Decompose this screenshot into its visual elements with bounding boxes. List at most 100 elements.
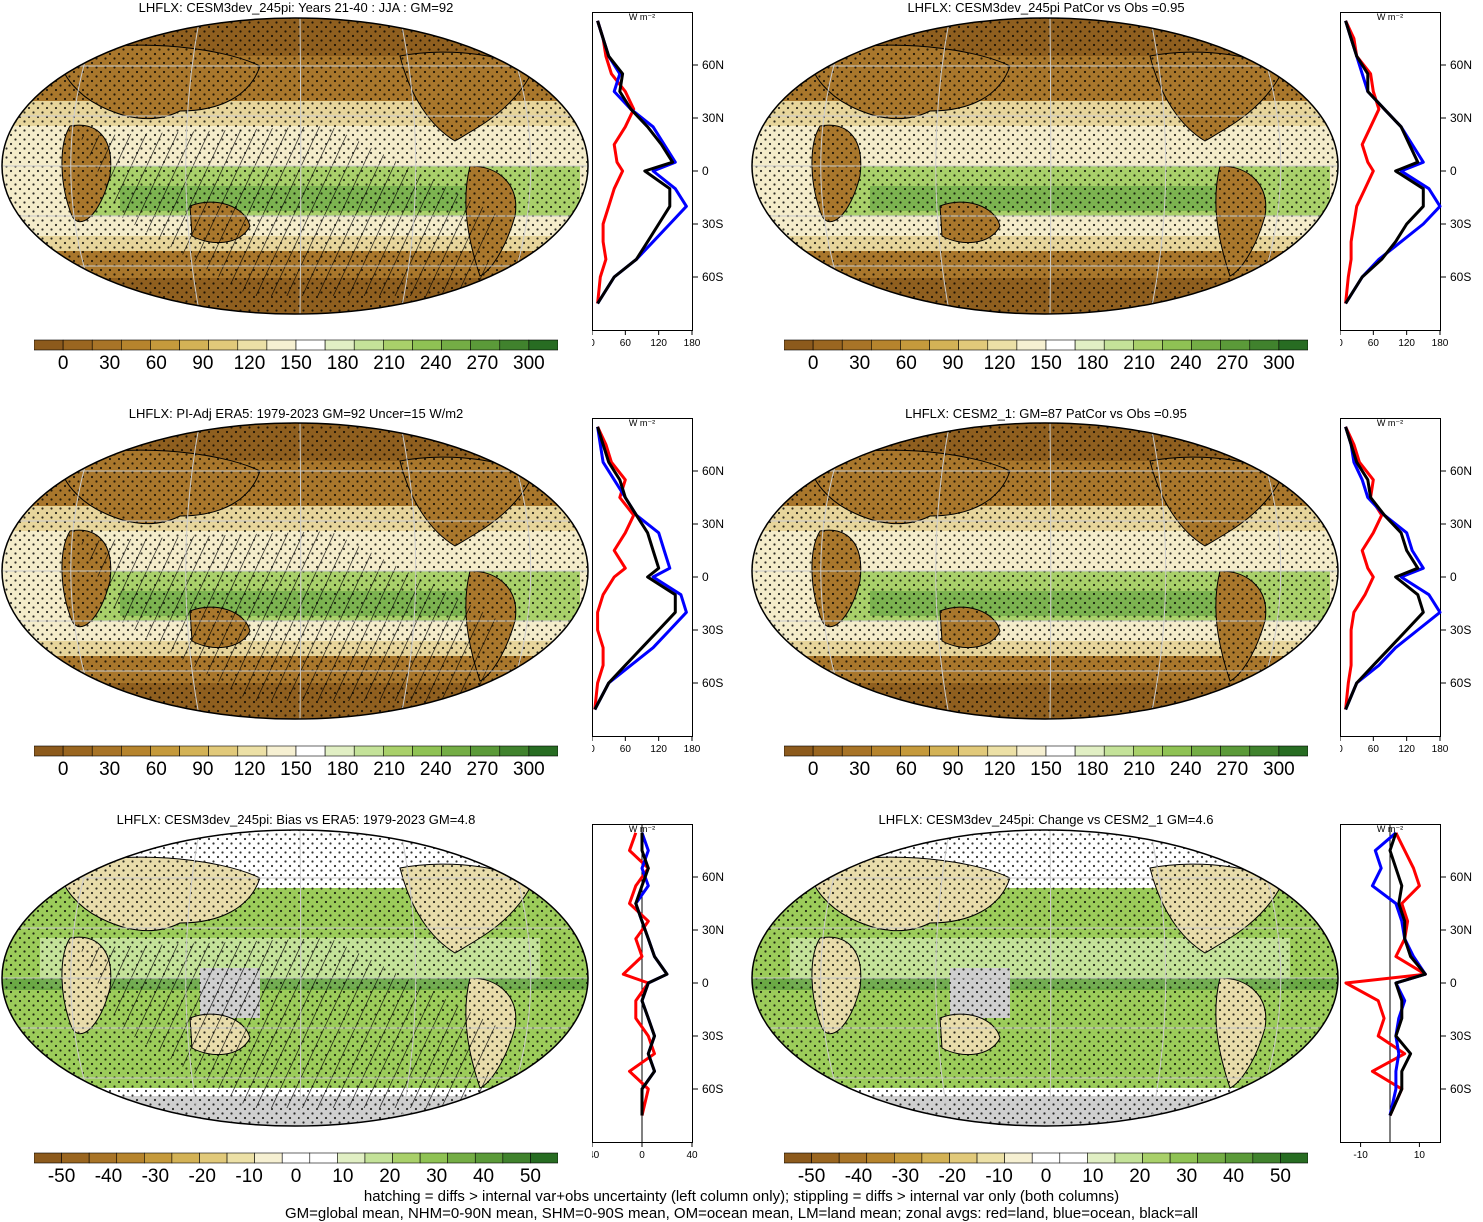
colorbar-swatch [499,339,530,351]
colorbar-tick-label: 180 [1076,353,1109,374]
zonal-x-tick-label: -40 [592,1150,600,1161]
zonal-series-red [1344,832,1427,1117]
colorbar-tick-label: 30 [426,1166,448,1187]
zonal-series-blue [593,426,688,711]
zonal-x-tick-label: 180 [1432,338,1449,349]
zonal-x-tick-label: 10 [1414,1150,1426,1161]
zonal-average-plot: W m⁻² 60N 30N 0 30S 60S 0 60 120 180 [592,418,724,755]
lat-tick-label: 30N [702,517,724,531]
colorbar [784,339,1308,351]
colorbar-tick-label: 0 [807,759,819,780]
colorbar-swatch [1016,745,1047,757]
colorbar-swatch [34,745,64,757]
lat-tick-label: 60S [1450,676,1471,690]
colorbar-swatch [1249,745,1280,757]
colorbar-tick-label: 210 [373,353,405,374]
global-map [1,422,589,720]
colorbar-swatch [226,1152,255,1164]
panel-title: LHFLX: CESM3dev_245pi: Bias vs ERA5: 197… [116,812,476,827]
colorbar-labels: -50 -40 -30 -20 -10 0 10 20 30 40 50 [784,1166,1308,1190]
colorbar-swatch [1133,745,1163,757]
colorbar-tick-label: 150 [280,759,312,780]
colorbar-tick-label: 300 [1263,759,1295,780]
zonal-unit-label: W m⁻² [629,12,655,22]
colorbar-swatch [91,745,122,757]
lat-tick-label: 0 [1450,976,1457,990]
colorbar-swatch [1103,339,1134,351]
lat-tick-label: 0 [702,570,709,584]
zonal-series-red [1344,20,1381,304]
colorbar-swatch [392,1152,421,1164]
lat-tick-label: 30N [702,111,724,125]
colorbar-swatch [1142,1152,1171,1164]
colorbar-labels: 0 30 60 90 120 150 180 210 240 270 300 [34,353,558,377]
colorbar-tick-label: 10 [1082,1166,1104,1187]
colorbar-swatch [1059,1152,1088,1164]
zonal-x-tick-label: 120 [650,744,667,755]
lat-tick-label: 60S [702,1082,723,1096]
zonal-x-tick-label: 180 [684,338,701,349]
lat-tick-label: 60N [1450,58,1472,72]
colorbar-tick-label: 60 [145,759,167,780]
colorbar-swatch [150,339,180,351]
colorbar-swatch [353,339,384,351]
colorbar-swatch [894,1152,923,1164]
colorbar-tick-label: 10 [332,1166,354,1187]
lat-tick-label: 30S [1450,623,1471,637]
zonal-x-tick-label: 0 [1340,338,1343,349]
zonal-x-tick-label: 180 [1432,744,1449,755]
colorbar-tick-label: 30 [849,353,871,374]
zonal-x-tick-label: 0 [592,744,595,755]
panel-title: LHFLX: CESM3dev_245pi: Change vs CESM2_1… [878,812,1214,827]
lat-tick-label: 30N [702,923,724,937]
colorbar-swatch [237,745,268,757]
colorbar-swatch [1074,339,1105,351]
lat-tick-label: 60N [702,58,724,72]
zonal-x-tick-label: 60 [620,338,632,349]
colorbar-swatch [1252,1152,1281,1164]
zonal-x-tick-label: 120 [1398,338,1415,349]
colorbar-swatch [1004,1152,1033,1164]
colorbar-tick-label: -50 [797,1166,826,1187]
colorbar [784,745,1308,757]
colorbar-swatch [1197,1152,1226,1164]
lat-tick-label: 30S [1450,217,1471,231]
zonal-series-red [593,426,636,710]
lat-tick-label: 0 [1450,164,1457,178]
colorbar-swatch [929,745,959,757]
colorbar-swatch [353,745,384,757]
zonal-x-tick-label: 60 [1368,338,1380,349]
colorbar-swatch [237,339,268,351]
colorbar [34,339,558,351]
colorbar-tick-label: 30 [849,759,871,780]
colorbar-tick-label: 50 [519,1166,541,1187]
colorbar-swatch [62,745,93,757]
zonal-x-tick-label: 60 [1368,744,1380,755]
colorbar-swatch [150,745,180,757]
colorbar-swatch [208,339,239,351]
colorbar-tick-label: 270 [466,759,499,780]
lat-tick-label: 30N [1450,517,1472,531]
colorbar-swatch [1220,339,1251,351]
colorbar-tick-label: -40 [844,1166,873,1187]
colorbar [784,1152,1308,1164]
colorbar-swatch [266,339,297,351]
colorbar-swatch [266,745,297,757]
zonal-series-red [621,832,656,1116]
colorbar-swatch [958,745,989,757]
zonal-series-red [1344,426,1384,710]
colorbar-swatch [900,339,930,351]
colorbar-tick-label: 180 [1076,759,1109,780]
colorbar-swatch [62,339,93,351]
colorbar-swatch [61,1152,90,1164]
colorbar-tick-label: 120 [983,759,1016,780]
lat-tick-label: 30S [1450,1029,1471,1043]
colorbar-swatch [949,1152,978,1164]
colorbar-tick-label: -30 [141,1166,170,1187]
colorbar-swatch [116,1152,145,1164]
colorbar-swatch [502,1152,531,1164]
colorbar-swatch [324,339,355,351]
lat-tick-label: 60N [702,464,724,478]
